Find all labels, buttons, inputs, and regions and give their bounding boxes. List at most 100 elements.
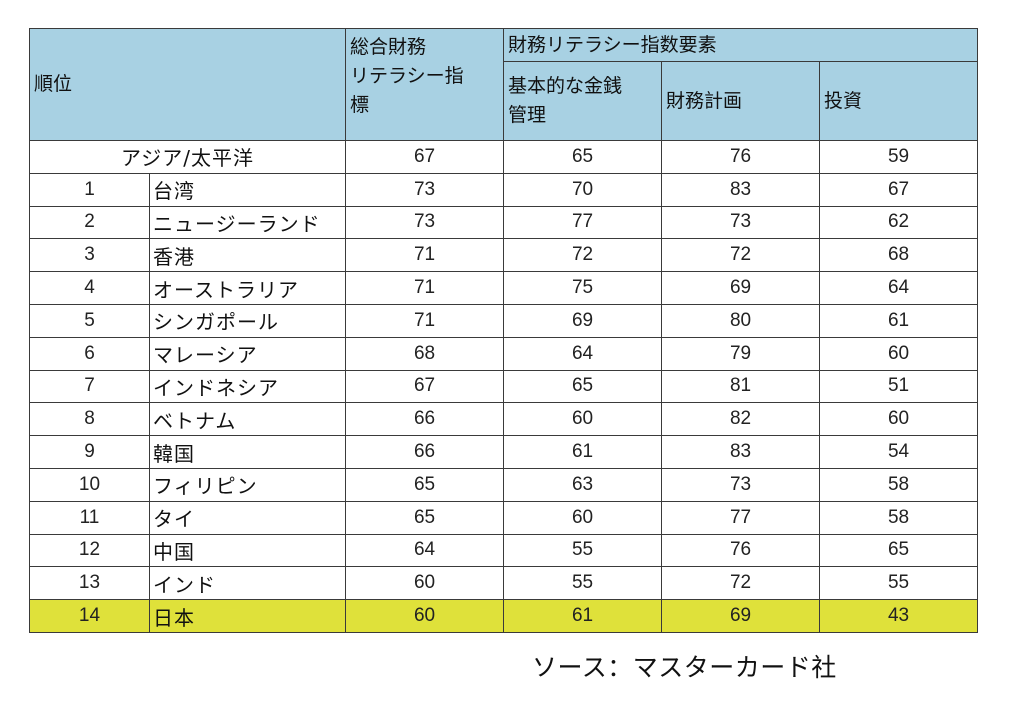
source-note: ソース：マスターカード社 bbox=[532, 653, 837, 682]
country-cell: ベトナム bbox=[148, 402, 347, 437]
header-investment-label: 投資 bbox=[824, 89, 863, 112]
table-row: 5 シンガポール 71 69 80 61 bbox=[29, 303, 979, 338]
country-cell: 香港 bbox=[148, 238, 347, 273]
overall-cell: 73 bbox=[345, 172, 505, 207]
basic-cell: 63 bbox=[503, 467, 663, 502]
investment-cell: 68 bbox=[819, 238, 979, 273]
header-components-label: 財務リテラシー指数要素 bbox=[508, 33, 717, 56]
overall-cell: 73 bbox=[345, 205, 505, 240]
table-row: 9 韓国 66 61 83 54 bbox=[29, 435, 979, 469]
basic-cell: 64 bbox=[503, 336, 663, 371]
planning-cell: 82 bbox=[661, 402, 821, 437]
table-row: 1 台湾 73 70 83 67 bbox=[29, 172, 979, 207]
country-cell: 台湾 bbox=[148, 172, 347, 207]
investment-cell: 43 bbox=[819, 599, 979, 633]
rank-cell: 7 bbox=[29, 369, 150, 404]
investment-cell: 58 bbox=[819, 467, 979, 502]
table-row: 7 インドネシア 67 65 81 51 bbox=[29, 369, 979, 404]
table-row: 6 マレーシア 68 64 79 60 bbox=[29, 336, 979, 371]
table-row: 11 タイ 65 60 77 58 bbox=[29, 500, 979, 535]
header-components: 財務リテラシー指数要素 bbox=[503, 28, 979, 62]
investment-cell: 62 bbox=[819, 205, 979, 240]
overall-cell: 60 bbox=[345, 599, 505, 633]
header-investment: 投資 bbox=[819, 61, 979, 141]
country-cell: シンガポール bbox=[148, 303, 347, 338]
overall-cell: 71 bbox=[345, 238, 505, 273]
table-row: 10 フィリピン 65 63 73 58 bbox=[29, 467, 979, 502]
header-basic-line1: 基本的な金銭 bbox=[508, 75, 623, 97]
overall-cell: 66 bbox=[345, 402, 505, 437]
investment-cell: 67 bbox=[819, 172, 979, 207]
region-basic: 65 bbox=[503, 140, 663, 174]
investment-cell: 60 bbox=[819, 336, 979, 371]
table-row: 8 ベトナム 66 60 82 60 bbox=[29, 402, 979, 437]
region-row: アジア/太平洋 67 65 76 59 bbox=[28, 140, 979, 174]
planning-cell: 83 bbox=[661, 435, 821, 469]
planning-cell: 72 bbox=[661, 238, 821, 273]
rank-cell: 14 bbox=[29, 599, 150, 633]
region-overall: 67 bbox=[345, 140, 505, 174]
basic-cell: 61 bbox=[503, 599, 663, 633]
header-planning-label: 財務計画 bbox=[666, 89, 743, 112]
rank-cell: 1 bbox=[29, 172, 150, 207]
planning-cell: 72 bbox=[661, 566, 821, 601]
basic-cell: 61 bbox=[503, 435, 663, 469]
planning-cell: 76 bbox=[661, 533, 821, 568]
basic-cell: 55 bbox=[503, 533, 663, 568]
header-overall-line1: 総合財務 bbox=[350, 36, 427, 58]
country-cell: マレーシア bbox=[148, 336, 347, 371]
country-cell: 韓国 bbox=[148, 435, 347, 469]
rank-cell: 13 bbox=[29, 566, 150, 601]
planning-cell: 69 bbox=[661, 271, 821, 305]
planning-cell: 83 bbox=[661, 172, 821, 207]
table-row: 14 日本 60 61 69 43 bbox=[29, 599, 979, 633]
country-cell: フィリピン bbox=[148, 467, 347, 502]
planning-cell: 80 bbox=[661, 303, 821, 338]
basic-cell: 60 bbox=[503, 500, 663, 535]
country-cell: 日本 bbox=[148, 599, 347, 633]
investment-cell: 58 bbox=[819, 500, 979, 535]
rank-cell: 5 bbox=[29, 303, 150, 338]
investment-cell: 64 bbox=[819, 271, 979, 305]
region-label: アジア/太平洋 bbox=[28, 140, 347, 174]
basic-cell: 69 bbox=[503, 303, 663, 338]
planning-cell: 69 bbox=[661, 599, 821, 633]
table-row: 2 ニュージーランド 73 77 73 62 bbox=[29, 205, 979, 240]
rank-cell: 6 bbox=[29, 336, 150, 371]
country-cell: 中国 bbox=[148, 533, 347, 568]
overall-cell: 68 bbox=[345, 336, 505, 371]
planning-cell: 81 bbox=[661, 369, 821, 404]
region-planning: 76 bbox=[661, 140, 821, 174]
overall-cell: 66 bbox=[345, 435, 505, 469]
table-row: 3 香港 71 72 72 68 bbox=[29, 238, 979, 273]
table-body: アジア/太平洋 67 65 76 59 1 台湾 73 70 83 67 2 ニュージーランド… bbox=[28, 140, 979, 633]
header-basic: 基本的な金銭 管理 bbox=[503, 61, 663, 141]
rank-cell: 11 bbox=[29, 500, 150, 535]
investment-cell: 60 bbox=[819, 402, 979, 437]
investment-cell: 54 bbox=[819, 435, 979, 469]
planning-cell: 73 bbox=[661, 467, 821, 502]
overall-cell: 71 bbox=[345, 271, 505, 305]
planning-cell: 79 bbox=[661, 336, 821, 371]
basic-cell: 77 bbox=[503, 205, 663, 240]
basic-cell: 60 bbox=[503, 402, 663, 437]
rank-cell: 3 bbox=[29, 238, 150, 273]
country-cell: オーストラリア bbox=[148, 271, 347, 305]
header-overall-line2: リテラシー指 bbox=[350, 65, 464, 87]
rank-cell: 4 bbox=[29, 271, 150, 305]
rank-cell: 10 bbox=[29, 467, 150, 502]
header-rank: 順位 bbox=[28, 28, 347, 141]
country-cell: インド bbox=[148, 566, 347, 601]
basic-cell: 72 bbox=[503, 238, 663, 273]
header-rank-label: 順位 bbox=[34, 73, 73, 95]
investment-cell: 61 bbox=[819, 303, 979, 338]
region-investment: 59 bbox=[819, 140, 979, 174]
rank-cell: 12 bbox=[29, 533, 150, 568]
basic-cell: 55 bbox=[503, 566, 663, 601]
header-planning: 財務計画 bbox=[661, 61, 821, 141]
overall-cell: 64 bbox=[345, 533, 505, 568]
basic-cell: 70 bbox=[503, 172, 663, 207]
basic-cell: 65 bbox=[503, 369, 663, 404]
table-row: 4 オーストラリア 71 75 69 64 bbox=[29, 271, 979, 305]
table-row: 12 中国 64 55 76 65 bbox=[29, 533, 979, 568]
